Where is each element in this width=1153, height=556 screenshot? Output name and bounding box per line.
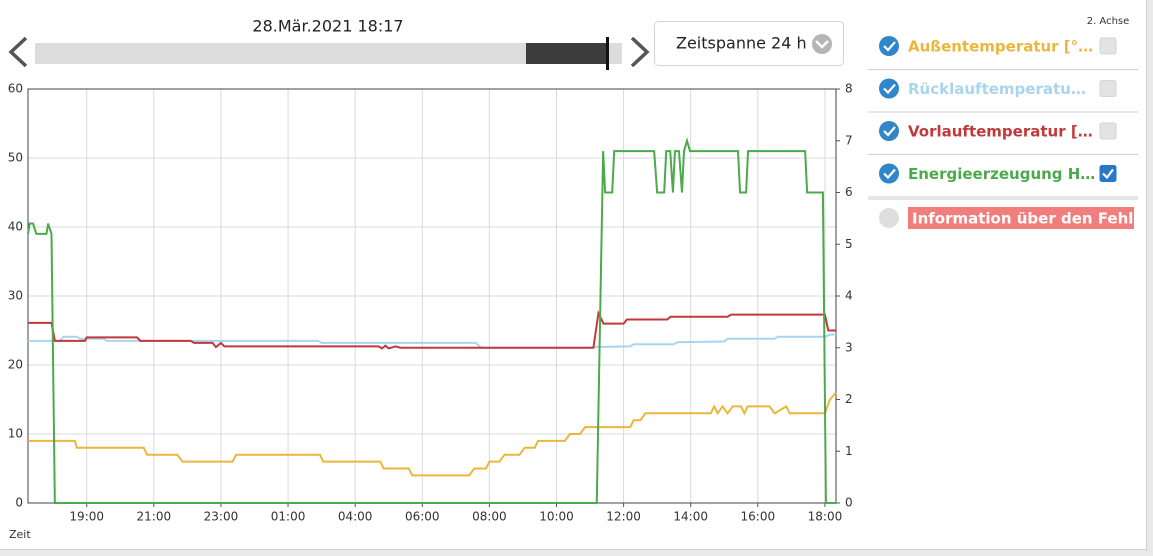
slider-handle[interactable] bbox=[606, 37, 609, 70]
slider-track bbox=[35, 43, 622, 64]
series-line bbox=[28, 309, 836, 350]
series-line bbox=[28, 391, 837, 477]
info-status bbox=[879, 208, 899, 228]
x-tick-label: 21:00 bbox=[137, 510, 172, 524]
x-tick-label: 04:00 bbox=[338, 510, 373, 524]
legend-check[interactable] bbox=[879, 163, 899, 184]
x-tick-label: 23:00 bbox=[204, 510, 239, 524]
y2-tick-label: 2 bbox=[845, 392, 853, 406]
y2-tick-label: 8 bbox=[845, 82, 853, 96]
info-text: Information über den Fehl bbox=[912, 210, 1133, 228]
timespan-dropdown[interactable]: Zeitspanne 24 h bbox=[654, 21, 844, 66]
info-clip: Information über den Fehl bbox=[912, 210, 1133, 228]
time-slider[interactable] bbox=[35, 37, 622, 70]
slider-range bbox=[526, 43, 608, 64]
axis2-checkbox[interactable] bbox=[1099, 80, 1117, 97]
y2-tick-label: 5 bbox=[845, 237, 853, 251]
y-tick-label: 20 bbox=[8, 358, 23, 372]
x-tick-label: 18:00 bbox=[808, 510, 843, 524]
y-tick-label: 50 bbox=[8, 151, 23, 165]
y-tick-label: 0 bbox=[15, 496, 23, 510]
legend-label[interactable]: Vorlauftemperatur [… bbox=[908, 123, 1093, 141]
axis2-check-mark bbox=[1102, 168, 1114, 180]
legend-check-mark bbox=[883, 41, 896, 52]
y2-tick-label: 0 bbox=[845, 496, 853, 510]
y-tick-label: 40 bbox=[8, 220, 23, 234]
previous-arrow[interactable] bbox=[8, 36, 28, 68]
y-tick-label: 10 bbox=[8, 427, 23, 441]
axis2-checkbox[interactable] bbox=[1099, 165, 1117, 182]
y2-tick-label: 6 bbox=[845, 185, 853, 199]
dropdown-icon bbox=[812, 34, 832, 54]
next-arrow[interactable] bbox=[630, 36, 650, 68]
legend-label[interactable]: Energieerzeugung H… bbox=[908, 165, 1095, 183]
legend-check-mark bbox=[883, 83, 896, 95]
chart: 0 10 20 30 40 50 60 0 1 2 3 4 5 6 7 8 19:00 21:00 23:00 01:… bbox=[8, 82, 853, 524]
y2-tick-label: 1 bbox=[845, 444, 853, 458]
x-tick-label: 12:00 bbox=[606, 510, 641, 524]
legend-check-mark bbox=[883, 126, 896, 137]
legend: Außentemperatur [°… Rücklauftemperatu… Vor… bbox=[868, 36, 1138, 198]
y2-tick-label: 4 bbox=[845, 289, 853, 303]
legend-check[interactable] bbox=[879, 36, 899, 56]
x-axis-title: Zeit bbox=[9, 528, 31, 541]
dropdown-box bbox=[654, 21, 844, 66]
info-badge[interactable] bbox=[908, 207, 1134, 229]
x-tick-label: 08:00 bbox=[472, 510, 507, 524]
axis2-checkbox[interactable] bbox=[1099, 122, 1117, 140]
legend-label[interactable]: Außentemperatur [°… bbox=[908, 38, 1093, 56]
legend-check-mark bbox=[883, 168, 896, 180]
legend-label[interactable]: Rücklauftemperatu… bbox=[908, 80, 1086, 98]
y2-tick-label: 7 bbox=[845, 133, 853, 147]
date-label: 28.Mär.2021 18:17 bbox=[252, 17, 403, 36]
axis2-checkbox[interactable] bbox=[1099, 37, 1117, 55]
dropdown-label: Zeitspanne 24 h bbox=[676, 34, 807, 53]
x-tick-label: 10:00 bbox=[539, 510, 574, 524]
series-line bbox=[27, 137, 836, 504]
y-tick-label: 30 bbox=[8, 289, 23, 303]
x-tick-label: 06:00 bbox=[405, 510, 440, 524]
x-tick-label: 16:00 bbox=[741, 510, 776, 524]
x-tick-label: 14:00 bbox=[673, 510, 708, 524]
axis2-header: 2. Achse bbox=[1087, 16, 1130, 27]
y2-tick-label: 3 bbox=[845, 340, 853, 354]
x-tick-label: 01:00 bbox=[271, 510, 306, 524]
x-tick-label: 19:00 bbox=[69, 510, 104, 524]
y-tick-label: 60 bbox=[8, 82, 23, 96]
legend-check[interactable] bbox=[879, 78, 899, 99]
dropdown-chevron bbox=[815, 40, 829, 49]
legend-check[interactable] bbox=[879, 121, 899, 141]
